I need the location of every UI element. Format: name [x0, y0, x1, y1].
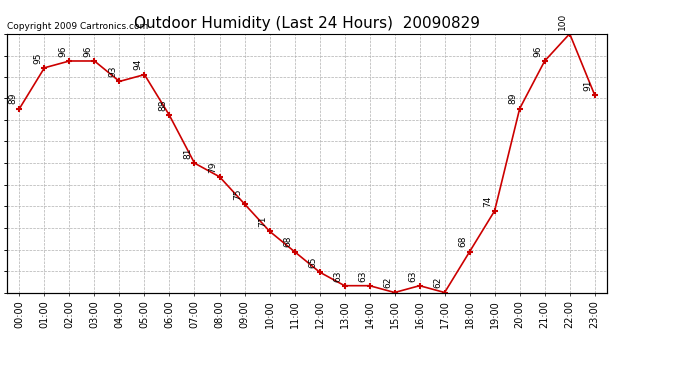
Text: 89: 89	[8, 93, 17, 105]
Text: 96: 96	[58, 45, 67, 57]
Text: 71: 71	[258, 216, 267, 227]
Text: 96: 96	[83, 45, 92, 57]
Text: 68: 68	[458, 236, 467, 248]
Text: 88: 88	[158, 100, 167, 111]
Text: 63: 63	[333, 270, 342, 282]
Text: 79: 79	[208, 161, 217, 172]
Text: 96: 96	[533, 45, 542, 57]
Text: 65: 65	[308, 256, 317, 268]
Text: 63: 63	[358, 270, 367, 282]
Text: 100: 100	[558, 12, 567, 30]
Text: 74: 74	[483, 195, 492, 207]
Text: 63: 63	[408, 270, 417, 282]
Text: 75: 75	[233, 188, 242, 200]
Title: Outdoor Humidity (Last 24 Hours)  20090829: Outdoor Humidity (Last 24 Hours) 2009082…	[134, 16, 480, 31]
Text: Copyright 2009 Cartronics.com: Copyright 2009 Cartronics.com	[7, 22, 148, 31]
Text: 81: 81	[183, 147, 192, 159]
Text: 93: 93	[108, 66, 117, 77]
Text: 68: 68	[283, 236, 292, 248]
Text: 94: 94	[133, 59, 142, 70]
Text: 62: 62	[433, 277, 442, 288]
Text: 62: 62	[383, 277, 392, 288]
Text: 95: 95	[33, 52, 42, 64]
Text: 89: 89	[509, 93, 518, 105]
Text: 91: 91	[583, 80, 592, 91]
